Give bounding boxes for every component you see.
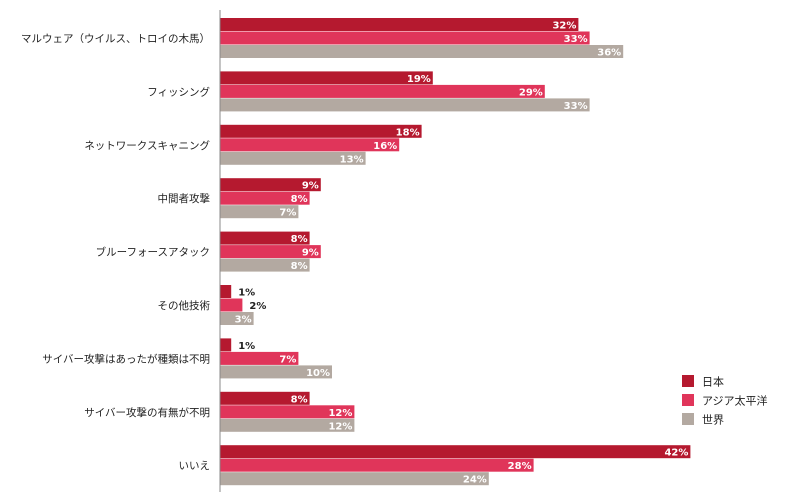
bar [220,205,299,219]
bar [220,98,590,112]
value-label: 8% [291,394,308,405]
bar [220,31,590,45]
value-label: 33% [564,101,588,112]
value-labels: 32% 33% 36% 19% 29% 33% 18% 16% 13% 9% 8% 7% 8% 9% 8% 1… [235,21,689,486]
value-label: 13% [340,154,364,165]
value-label: 9% [302,248,319,259]
value-label: 36% [597,48,621,59]
category-labels: マルウェア（ウイルス、トロイの木馬） フィッシングネットワークスキャニング中間者攻… [21,33,210,472]
value-label: 8% [291,261,308,272]
category-label: 中間者攻撃 [158,192,211,205]
category-label: マルウェア（ウイルス、トロイの木馬） [21,33,210,45]
value-label: 8% [291,194,308,205]
bar [220,458,534,472]
value-label: 7% [279,208,296,219]
value-label: 42% [664,448,688,459]
legend-swatch [682,375,694,387]
bar [220,391,310,405]
bar [220,231,310,245]
bar [220,285,232,298]
bar [220,365,332,379]
bar [220,418,355,432]
value-label: 32% [552,21,576,32]
value-label: 1% [238,341,255,352]
category-label: ブルーフォースアタック [96,246,210,259]
bar [220,71,433,85]
category-label: いいえ [179,460,211,472]
category-label: ネットワークスキャニング [84,139,210,152]
value-label: 3% [235,315,252,326]
legend-label: 日本 [702,375,724,389]
bar [220,351,299,365]
bar [220,191,310,205]
value-label: 2% [249,301,266,312]
bar [220,258,310,272]
value-label: 1% [238,288,255,299]
bar [220,472,489,486]
legend-swatch [682,413,694,425]
value-label: 12% [328,421,352,432]
value-label: 9% [302,181,319,192]
bar [220,338,232,352]
value-label: 8% [291,234,308,245]
category-label: サイバー攻撃はあったが種類は不明 [42,352,210,365]
category-label: サイバー攻撃の有無が不明 [84,406,210,419]
value-label: 33% [564,34,588,45]
value-label: 10% [306,368,330,379]
bar [220,18,579,31]
category-label: その他技術 [158,299,211,312]
value-label: 16% [373,141,397,152]
value-label: 24% [463,475,487,486]
bar [220,138,400,152]
bar [220,124,422,138]
bar [220,405,355,419]
value-label: 28% [508,461,532,472]
bar [220,84,545,98]
bar [220,151,366,165]
bar [220,178,321,192]
legend-label: アジア太平洋 [702,394,768,408]
bars [220,18,691,486]
value-label: 29% [519,87,543,98]
legend-swatch [682,394,694,406]
bar [220,245,321,259]
category-label: フィッシング [147,85,210,98]
bar [220,445,691,459]
bar [220,312,254,325]
legend-label: 世界 [702,414,724,427]
bar [220,45,624,58]
value-label: 7% [279,354,296,365]
bar [220,298,243,312]
value-label: 12% [328,408,352,419]
value-label: 18% [396,127,420,138]
value-label: 19% [407,74,431,85]
